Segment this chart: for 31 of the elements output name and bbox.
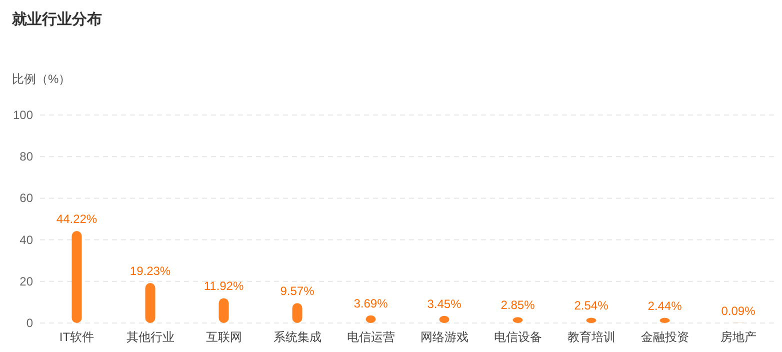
x-tick-label: 金融投资 — [640, 330, 689, 344]
data-label: 44.22% — [56, 212, 98, 226]
x-tick-label: 教育培训 — [567, 330, 616, 344]
bar — [145, 283, 156, 323]
x-tick-label: 电信设备 — [494, 330, 542, 344]
x-tick-label: 房地产 — [720, 330, 756, 344]
y-tick-label: 40 — [20, 232, 34, 247]
data-label: 2.54% — [574, 298, 609, 313]
x-tick-label: 系统集成 — [273, 330, 322, 344]
y-tick-label: 0 — [26, 316, 34, 330]
data-label: 2.44% — [648, 298, 682, 313]
x-tick-label: 网络游戏 — [420, 330, 468, 344]
x-tick-label: IT软件 — [59, 330, 94, 344]
data-label: 9.57% — [280, 284, 315, 298]
y-tick-label: 60 — [20, 191, 34, 206]
data-label: 3.45% — [427, 296, 462, 311]
y-axis-title: 比例（%） — [12, 72, 71, 86]
data-label: 2.85% — [500, 298, 536, 312]
x-tick-label: 其他行业 — [126, 330, 174, 344]
x-tick-label: 互联网 — [206, 330, 242, 344]
y-tick-label: 80 — [20, 150, 34, 164]
data-label: 19.23% — [130, 264, 171, 278]
bar — [72, 231, 82, 323]
data-label: 3.69% — [354, 296, 388, 310]
y-tick-label: 100 — [12, 108, 34, 122]
bar — [218, 298, 229, 323]
data-label: 0.09% — [721, 304, 756, 318]
x-tick-label: 电信运营 — [346, 330, 395, 344]
data-label: 11.92% — [204, 279, 244, 294]
y-tick-label: 20 — [20, 274, 34, 288]
chart-title: 就业行业分布 — [11, 11, 102, 28]
